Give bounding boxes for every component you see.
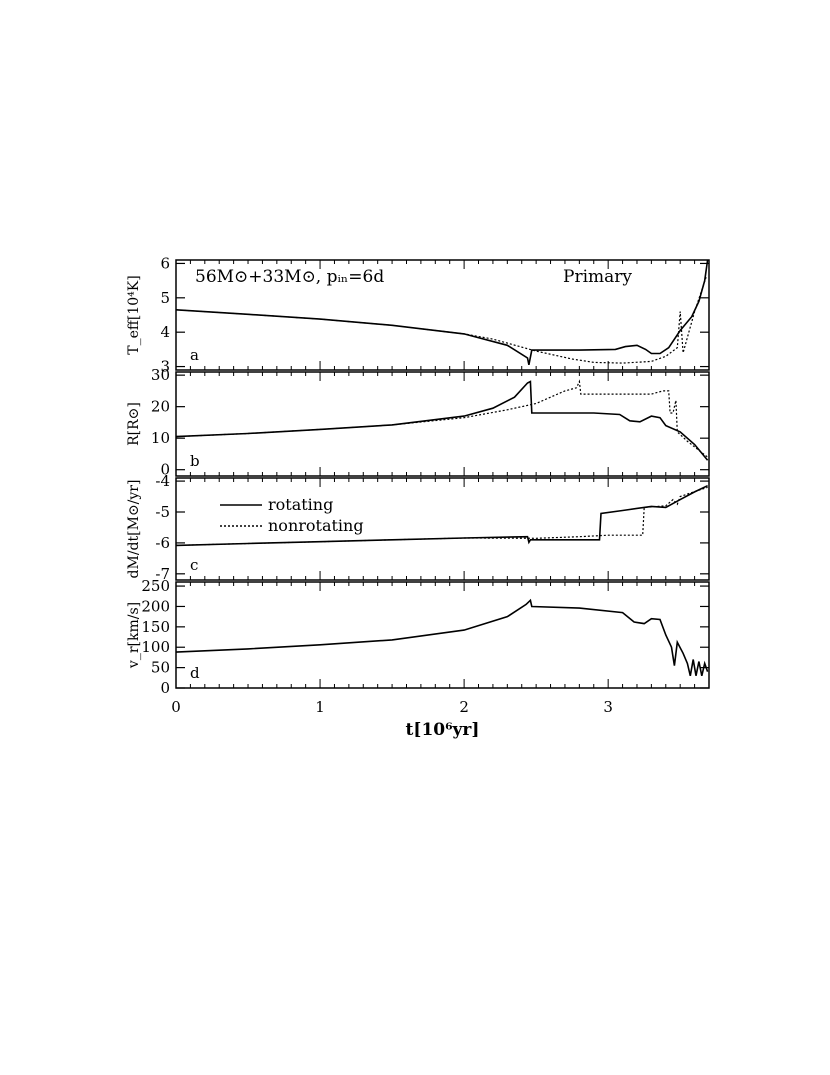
y-tick-label: -4 (155, 472, 170, 490)
panel-tag-b: b (190, 452, 200, 470)
x-axis-label: t[10⁶yr] (406, 720, 480, 740)
y-tick-label: 20 (151, 398, 170, 416)
panel-d: 0 50 100 150 200 250 d v_r[km/s] (126, 577, 710, 697)
panel-frame (175, 477, 710, 581)
legend-label-nonrotating: nonrotating (268, 516, 364, 535)
y-tick-label: 200 (141, 597, 170, 615)
y-tick-label: 100 (141, 638, 170, 656)
panel-tag-d: d (190, 664, 200, 682)
y-tick-label: 250 (141, 577, 170, 595)
y-tick-label: -5 (155, 503, 170, 521)
panel-a: 3 4 5 6 a T_eff[10⁴K] (126, 254, 710, 376)
y-axis-label: R[R⊙] (126, 402, 142, 446)
panel-frame (175, 581, 710, 689)
legend: rotating nonrotating (220, 495, 364, 535)
y-tick-label: 10 (151, 429, 170, 447)
panel-tag-a: a (190, 346, 199, 364)
panel-c: -7 -6 -5 -4 c dM/dt[M⊙/yr] (126, 472, 710, 583)
y-tick-label: -6 (155, 534, 170, 552)
series-nonrotating (175, 379, 708, 458)
x-tick-label: 3 (603, 698, 613, 716)
y-tick-label: 150 (141, 618, 170, 636)
y-axis-label: dM/dt[M⊙/yr] (126, 480, 142, 579)
y-tick-label: -7 (155, 565, 170, 583)
panel-b: 0 10 20 30 b R[R⊙] (126, 366, 710, 479)
panel-frame (175, 259, 710, 371)
chart-title: 56M⊙+33M⊙, pᵢₙ=6d (195, 267, 384, 287)
series-nonrotating (175, 277, 707, 364)
y-tick-label: 0 (160, 679, 170, 697)
y-tick-label: 4 (160, 323, 170, 341)
y-tick-label: 30 (151, 366, 170, 384)
legend-label-rotating: rotating (268, 495, 333, 514)
y-tick-label: 50 (151, 659, 170, 677)
y-axis-label: v_r[km/s] (126, 602, 142, 669)
y-axis-label: T_eff[10⁴K] (126, 275, 142, 354)
primary-label: Primary (563, 267, 632, 287)
y-tick-label: 5 (160, 289, 170, 307)
series-rotating (175, 598, 709, 676)
x-tick-label: 1 (315, 698, 325, 716)
series-rotating (175, 484, 708, 547)
x-tick-label: 0 (171, 698, 181, 716)
x-tick-label: 2 (459, 698, 469, 716)
series-nonrotating (175, 486, 708, 546)
panel-tag-c: c (190, 556, 198, 574)
y-tick-label: 0 (160, 461, 170, 479)
y-tick-label: 6 (160, 254, 170, 272)
panel-frame (175, 371, 710, 477)
series-rotating (175, 380, 709, 461)
y-tick-label: 3 (160, 358, 170, 376)
